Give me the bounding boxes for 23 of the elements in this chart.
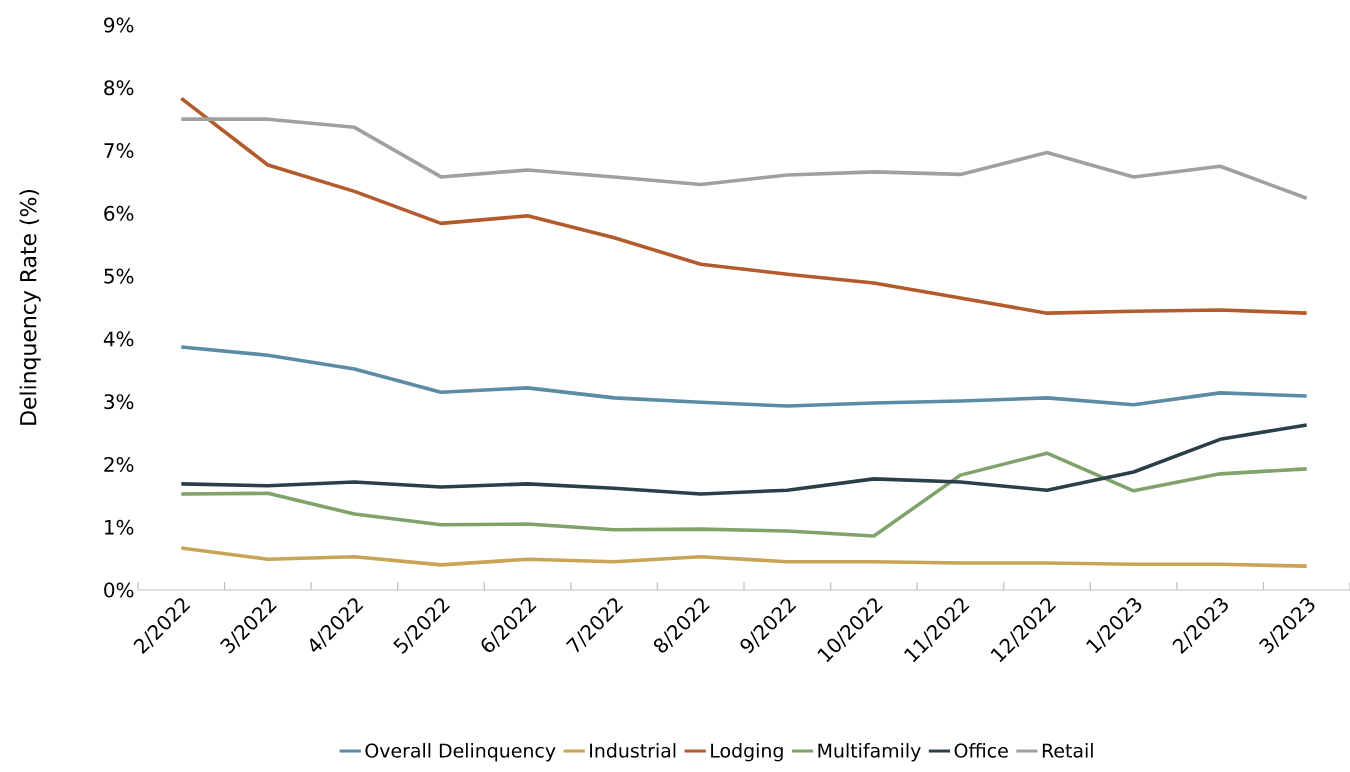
legend-label: Multifamily: [818, 743, 921, 762]
y-axis-title: Delinquency Rate (%): [19, 190, 41, 425]
legend-label: Lodging: [711, 743, 783, 762]
y-tick-label: 8%: [104, 80, 134, 96]
y-tick-label: 1%: [105, 519, 134, 535]
line-series: [179, 423, 1309, 496]
legend-label: Industrial: [590, 743, 676, 758]
line-series: [179, 117, 1309, 201]
legend-label: Retail: [1042, 743, 1093, 758]
legend-label: Overall Delinquency: [365, 743, 556, 762]
y-tick-label: 3%: [104, 394, 134, 410]
y-tick-label: 0%: [104, 582, 134, 598]
line-series: [179, 451, 1309, 538]
legend-label: Office: [954, 743, 1008, 758]
y-tick-label: 4%: [103, 331, 134, 347]
y-tick-label: 6%: [104, 205, 134, 221]
line-series: [179, 546, 1309, 568]
line-series: [179, 345, 1309, 408]
y-tick-label: 7%: [104, 143, 134, 159]
y-tick-label: 2%: [104, 456, 134, 472]
y-tick-label: 5%: [104, 268, 134, 284]
y-tick-label: 9%: [104, 17, 134, 33]
line-series: [179, 96, 1309, 315]
